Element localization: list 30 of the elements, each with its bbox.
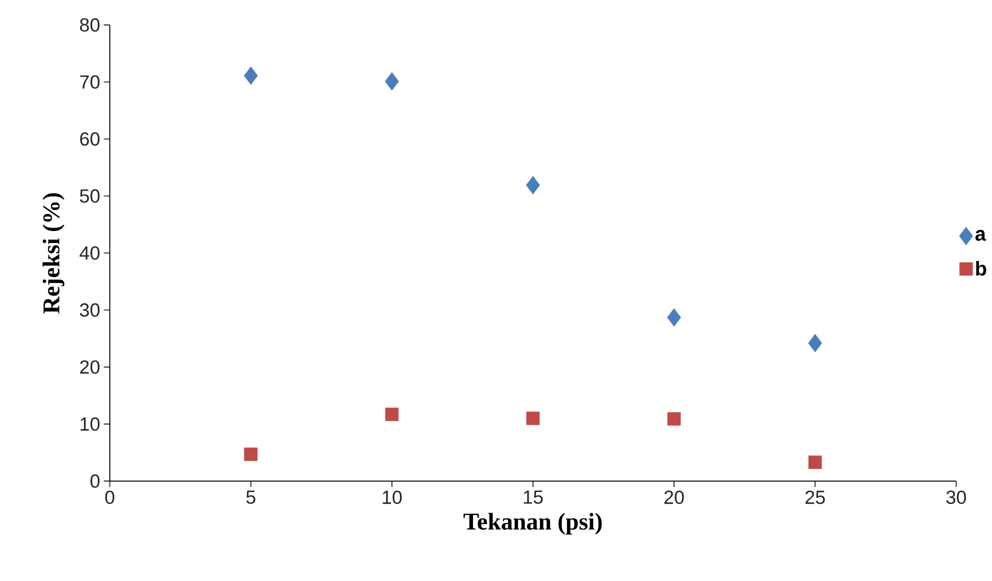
point xyxy=(667,308,681,327)
y-tick-label: 40 xyxy=(80,246,100,260)
point xyxy=(526,412,540,426)
y-tick-label: 80 xyxy=(80,18,100,32)
x-tick-label: 15 xyxy=(524,490,543,504)
x-tick-label: 0 xyxy=(105,490,114,504)
x-tick-label: 5 xyxy=(246,490,256,504)
x-tick-label: 10 xyxy=(382,490,402,504)
y-tick-label: 60 xyxy=(80,132,100,146)
y-axis-title: Rejeksi (%) xyxy=(42,193,64,314)
x-axis-title: Tekanan (psi) xyxy=(464,512,602,535)
y-tick-label: 30 xyxy=(80,303,100,317)
x-tick-label: 25 xyxy=(806,490,825,504)
y-tick-label: 10 xyxy=(80,417,100,431)
x-tick-label: 30 xyxy=(946,490,966,504)
point xyxy=(244,448,258,462)
legend-label: b xyxy=(976,261,986,276)
point xyxy=(526,176,540,194)
y-tick-label: 0 xyxy=(90,474,100,488)
legend-label: a xyxy=(975,230,986,241)
x-tick-label: 20 xyxy=(664,490,684,504)
point xyxy=(808,456,822,470)
point xyxy=(808,334,822,352)
point xyxy=(667,412,681,426)
y-tick-label: 70 xyxy=(80,75,100,89)
y-tick-label: 20 xyxy=(80,360,100,374)
point xyxy=(385,408,399,422)
point xyxy=(244,66,258,85)
point xyxy=(384,72,399,91)
y-tick-label: 50 xyxy=(80,189,100,203)
